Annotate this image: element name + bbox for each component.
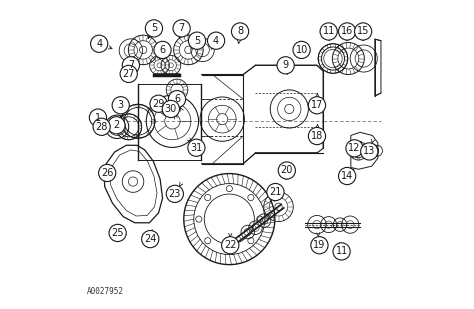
Text: 26: 26 (101, 168, 113, 178)
Circle shape (122, 57, 139, 74)
Text: 6: 6 (159, 45, 165, 55)
Text: 30: 30 (165, 104, 177, 114)
Circle shape (361, 143, 378, 160)
Circle shape (120, 65, 137, 83)
Text: 5: 5 (151, 23, 157, 33)
Circle shape (355, 23, 372, 40)
Text: 13: 13 (363, 146, 375, 156)
Circle shape (278, 162, 295, 179)
Circle shape (146, 20, 163, 37)
Circle shape (142, 231, 159, 248)
Text: 1: 1 (95, 112, 101, 123)
Text: 28: 28 (95, 122, 108, 132)
Text: 8: 8 (237, 27, 243, 36)
Circle shape (208, 32, 225, 49)
Text: 7: 7 (128, 60, 134, 70)
Text: 12: 12 (348, 143, 361, 153)
Circle shape (188, 32, 206, 49)
Circle shape (346, 140, 363, 157)
Circle shape (166, 185, 183, 202)
Circle shape (231, 23, 249, 40)
Text: 3: 3 (118, 100, 124, 110)
Text: 27: 27 (122, 69, 135, 79)
Text: 29: 29 (152, 99, 165, 109)
Circle shape (338, 23, 356, 40)
Text: 6: 6 (174, 94, 180, 104)
Text: A0027952: A0027952 (87, 286, 124, 295)
Circle shape (154, 41, 171, 58)
Circle shape (188, 139, 205, 156)
Text: 15: 15 (357, 27, 369, 36)
Circle shape (311, 237, 328, 254)
Circle shape (109, 224, 126, 242)
Text: 21: 21 (269, 187, 282, 197)
Circle shape (91, 35, 108, 52)
Circle shape (150, 95, 167, 112)
Circle shape (162, 100, 180, 118)
Text: 25: 25 (111, 228, 124, 238)
Circle shape (173, 20, 190, 37)
Text: 4: 4 (213, 36, 219, 46)
Circle shape (99, 164, 116, 182)
Text: 2: 2 (113, 120, 119, 130)
Text: 11: 11 (322, 27, 335, 36)
Circle shape (93, 118, 110, 135)
Circle shape (333, 243, 350, 260)
Circle shape (338, 167, 356, 185)
Text: 19: 19 (313, 240, 326, 250)
Circle shape (108, 117, 125, 134)
Circle shape (277, 57, 294, 74)
Text: 31: 31 (190, 143, 202, 153)
Circle shape (293, 41, 310, 58)
Text: 18: 18 (311, 131, 323, 141)
Text: 10: 10 (295, 45, 308, 55)
Circle shape (222, 237, 239, 254)
Circle shape (112, 97, 129, 114)
Circle shape (309, 97, 326, 114)
Text: 16: 16 (341, 27, 353, 36)
Text: 22: 22 (224, 240, 237, 250)
Text: 11: 11 (336, 246, 348, 256)
Text: 17: 17 (311, 100, 323, 110)
Circle shape (309, 127, 326, 145)
Text: 20: 20 (281, 166, 293, 176)
Circle shape (168, 91, 186, 108)
Text: 14: 14 (341, 171, 353, 181)
Text: 9: 9 (283, 60, 289, 70)
Circle shape (267, 184, 284, 201)
Text: 24: 24 (144, 234, 156, 244)
Text: 4: 4 (96, 39, 102, 49)
Circle shape (89, 109, 107, 126)
Text: 5: 5 (194, 36, 200, 46)
Circle shape (320, 23, 337, 40)
Text: 7: 7 (179, 23, 185, 33)
Text: 23: 23 (169, 189, 181, 199)
